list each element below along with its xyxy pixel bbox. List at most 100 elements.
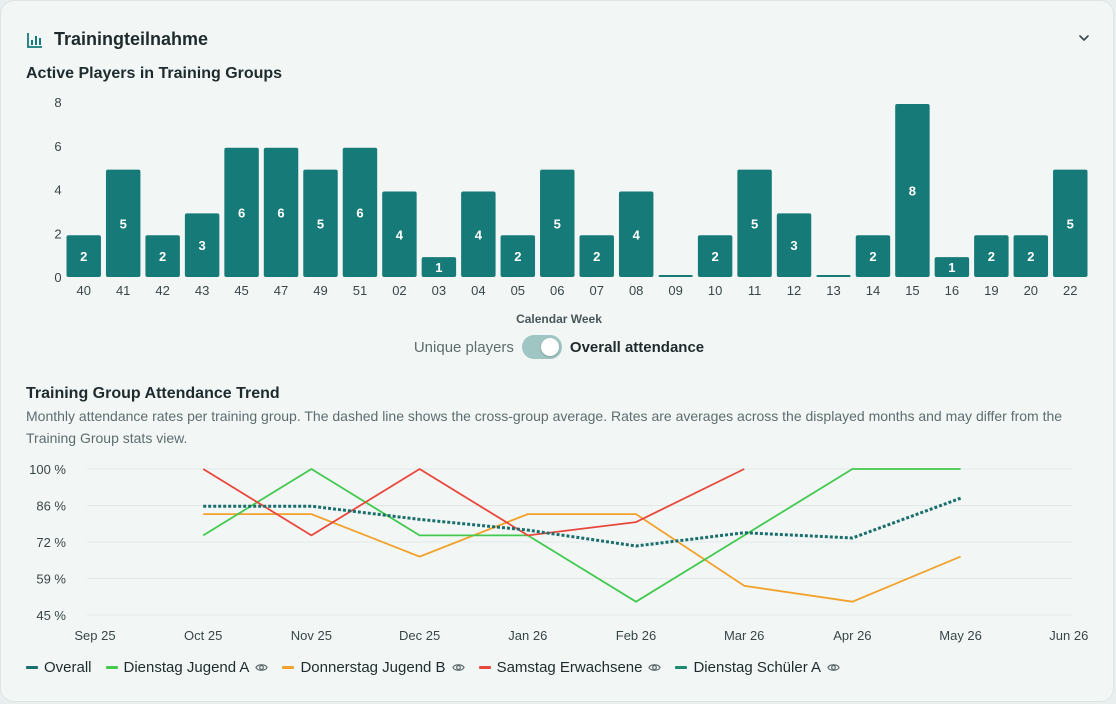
legend-label: Overall	[44, 659, 92, 676]
series-line-jugend_a[interactable]	[202, 468, 961, 603]
x-tick-label: 20	[1024, 283, 1038, 298]
bar-value-label: 2	[593, 249, 600, 264]
legend-item-jugend_b[interactable]: Donnerstag Jugend B	[282, 659, 465, 676]
bar[interactable]	[579, 235, 614, 277]
eye-icon[interactable]	[255, 661, 269, 674]
x-tick-label: 19	[984, 283, 998, 298]
bar-value-label: 5	[317, 216, 324, 231]
bar[interactable]	[105, 169, 141, 277]
bar-value-label: 3	[198, 238, 205, 253]
x-tick-label: 40	[76, 283, 90, 298]
legend-item-jugend_a[interactable]: Dienstag Jugend A	[105, 659, 269, 676]
bar[interactable]	[855, 235, 891, 277]
bar[interactable]	[540, 169, 575, 277]
eye-icon[interactable]	[451, 661, 465, 674]
x-tick-label: 15	[905, 283, 919, 298]
bar[interactable]	[816, 275, 851, 277]
card-title: Trainingteilnahme	[54, 29, 209, 49]
switch-knob	[540, 338, 559, 356]
bar[interactable]	[1013, 235, 1049, 277]
bar[interactable]	[934, 257, 970, 277]
bar[interactable]	[224, 147, 259, 277]
x-tick-label: 45	[234, 283, 248, 298]
bar-value-label: 4	[396, 227, 404, 242]
x-tick-label: 06	[550, 283, 564, 298]
legend-label: Dienstag Jugend A	[123, 659, 250, 676]
legend-swatch	[478, 666, 491, 669]
bar-value-label: 2	[1027, 249, 1034, 264]
bar-value-label: 4	[633, 227, 641, 242]
bar-value-label: 2	[869, 249, 876, 264]
x-tick-label: 11	[748, 283, 762, 298]
unique-players-label[interactable]: Unique players	[413, 338, 514, 356]
eye-icon[interactable]	[648, 661, 662, 674]
legend-item-overall[interactable]: Overall	[26, 659, 92, 676]
bar[interactable]	[500, 235, 536, 277]
y-tick-label: 100 %	[29, 462, 66, 477]
x-tick-label: 02	[392, 283, 406, 298]
x-tick-label: 04	[471, 283, 485, 298]
bar[interactable]	[895, 104, 930, 277]
bar[interactable]	[66, 235, 101, 277]
x-tick-label: 49	[313, 283, 327, 298]
trend-chart-description: Monthly attendance rates per training gr…	[26, 408, 1063, 446]
bar[interactable]	[382, 191, 417, 278]
bar-value-label: 5	[751, 216, 758, 231]
bar[interactable]	[618, 191, 654, 278]
y-tick-label: 59 %	[36, 572, 66, 587]
series-line-jugend_b[interactable]	[203, 513, 961, 603]
y-tick-label: 2	[54, 226, 61, 241]
bar[interactable]	[776, 213, 812, 277]
x-tick-label: 08	[629, 283, 643, 298]
series-line-erwachsene[interactable]	[202, 468, 745, 537]
y-tick-label: 0	[54, 270, 61, 285]
bar-value-label: 6	[238, 205, 245, 220]
legend-item-schueler_a[interactable]: Dienstag Schüler A	[675, 659, 840, 676]
x-axis-label: Calendar Week	[516, 312, 602, 326]
y-tick-label: 86 %	[36, 499, 66, 514]
legend-swatch	[26, 666, 38, 669]
x-tick-label: 09	[668, 283, 682, 298]
bar[interactable]	[697, 235, 733, 277]
x-tick-label: 42	[155, 283, 169, 298]
bar-value-label: 1	[435, 260, 442, 275]
series-line-overall[interactable]	[203, 496, 962, 548]
eye-icon[interactable]	[827, 661, 840, 674]
x-tick-label: 47	[274, 283, 288, 298]
bar-value-label: 2	[711, 249, 718, 264]
bar[interactable]	[342, 147, 378, 277]
legend-label: Donnerstag Jugend B	[300, 659, 446, 676]
bar[interactable]	[461, 191, 496, 278]
bar[interactable]	[421, 257, 457, 277]
overall-attendance-label[interactable]: Overall attendance	[569, 338, 705, 356]
attendance-mode-switch[interactable]	[521, 335, 562, 359]
bar[interactable]	[303, 169, 338, 277]
x-tick-label: Feb 26	[616, 628, 656, 643]
x-tick-label: 22	[1063, 283, 1077, 298]
bar-value-label: 8	[909, 184, 916, 199]
bar[interactable]	[1053, 169, 1088, 277]
x-tick-label: 07	[589, 283, 603, 298]
bar[interactable]	[145, 235, 180, 277]
y-tick-label: 72 %	[36, 535, 66, 550]
x-tick-label: Mar 26	[724, 628, 764, 643]
y-tick-label: 6	[54, 139, 61, 154]
bar-value-label: 6	[277, 205, 284, 220]
bar[interactable]	[974, 235, 1009, 277]
bar[interactable]	[658, 275, 693, 277]
active-players-bar-chart: 0246824054124234364564754965140210340420…	[54, 95, 1088, 326]
bar[interactable]	[737, 169, 772, 277]
bar-value-label: 4	[475, 227, 483, 242]
bar-value-label: 2	[514, 249, 521, 264]
x-tick-label: 13	[826, 283, 840, 298]
bar-value-label: 3	[790, 238, 797, 253]
bar[interactable]	[184, 213, 220, 277]
legend-swatch	[282, 666, 295, 669]
legend-item-erwachsene[interactable]: Samstag Erwachsene	[478, 659, 662, 676]
bar[interactable]	[263, 147, 299, 277]
chevron-down-icon[interactable]	[1077, 31, 1091, 45]
x-tick-label: 16	[945, 283, 959, 298]
legend-swatch	[675, 666, 688, 669]
trend-legend: Overall Dienstag Jugend A Donnerstag Jugen…	[26, 659, 854, 676]
